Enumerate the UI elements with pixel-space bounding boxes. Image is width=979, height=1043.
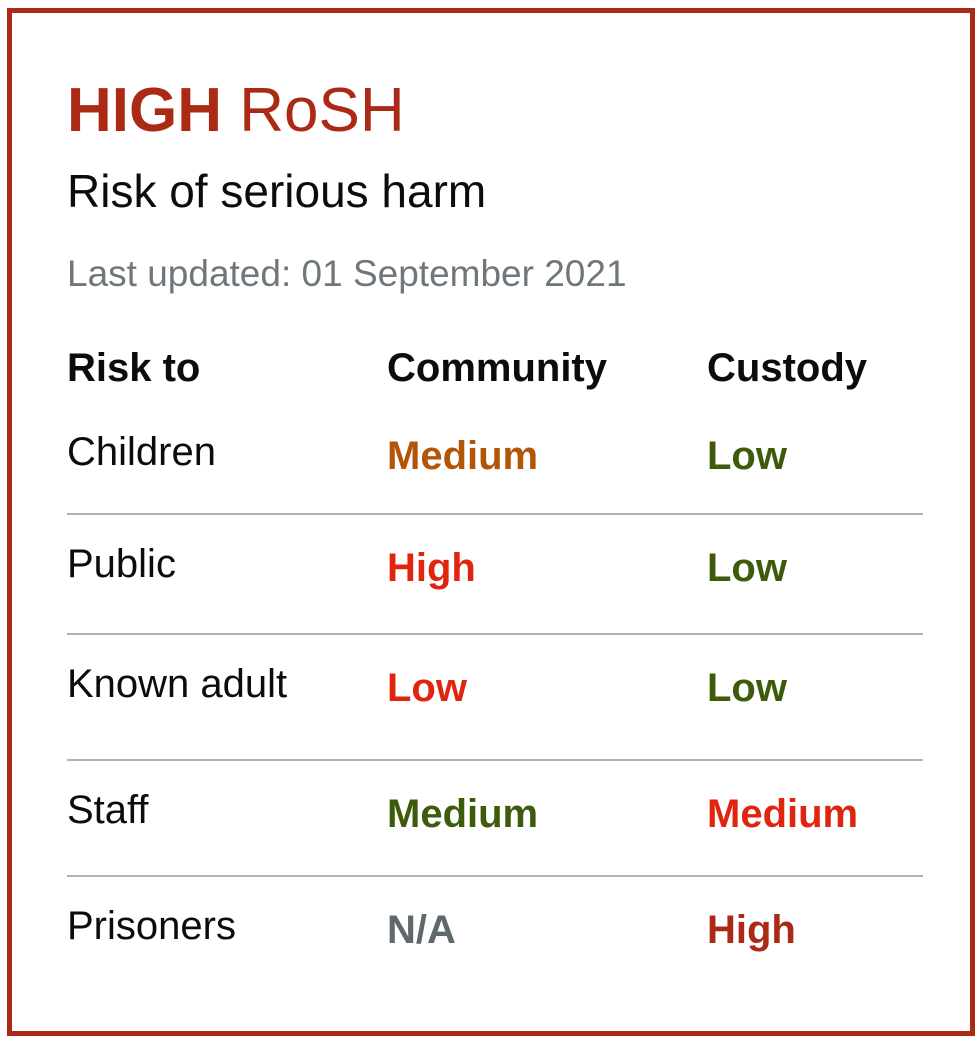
risk-row-public: Public High Low — [67, 515, 923, 635]
rosh-level: HIGH — [67, 76, 222, 145]
custody-risk-value: Low — [707, 666, 787, 710]
community-risk-value: Medium — [387, 434, 539, 478]
row-label: Prisoners — [67, 904, 236, 948]
community-risk-value: High — [387, 546, 476, 590]
risk-table: Risk to Community Custody Children Mediu… — [67, 335, 923, 995]
row-label: Public — [67, 542, 176, 586]
row-label: Children — [67, 430, 216, 474]
custody-risk-value: Low — [707, 434, 787, 478]
risk-table-header: Risk to Community Custody — [67, 335, 923, 405]
row-label: Known adult — [67, 662, 288, 706]
rosh-summary-card: HIGH RoSH Risk of serious harm Last upda… — [7, 8, 975, 1036]
community-risk-value: Medium — [387, 792, 539, 836]
community-risk-value: Low — [387, 666, 467, 710]
row-label: Staff — [67, 788, 149, 832]
rosh-code: RoSH — [239, 76, 405, 145]
header-risk-to: Risk to — [67, 346, 201, 390]
last-updated-text: Last updated: 01 September 2021 — [67, 253, 627, 294]
custody-risk-value: Low — [707, 546, 787, 590]
risk-row-known-adult: Known adult Low Low — [67, 635, 923, 761]
community-risk-value: N/A — [387, 908, 456, 952]
risk-row-children: Children Medium Low — [67, 405, 923, 515]
header-custody: Custody — [707, 346, 867, 390]
risk-row-prisoners: Prisoners N/A High — [67, 877, 923, 995]
rosh-title: HIGH RoSH — [67, 75, 405, 147]
rosh-subtitle: Risk of serious harm — [67, 165, 487, 217]
header-community: Community — [387, 346, 607, 390]
custody-risk-value: Medium — [707, 792, 859, 836]
custody-risk-value: High — [707, 908, 796, 952]
risk-row-staff: Staff Medium Medium — [67, 761, 923, 877]
